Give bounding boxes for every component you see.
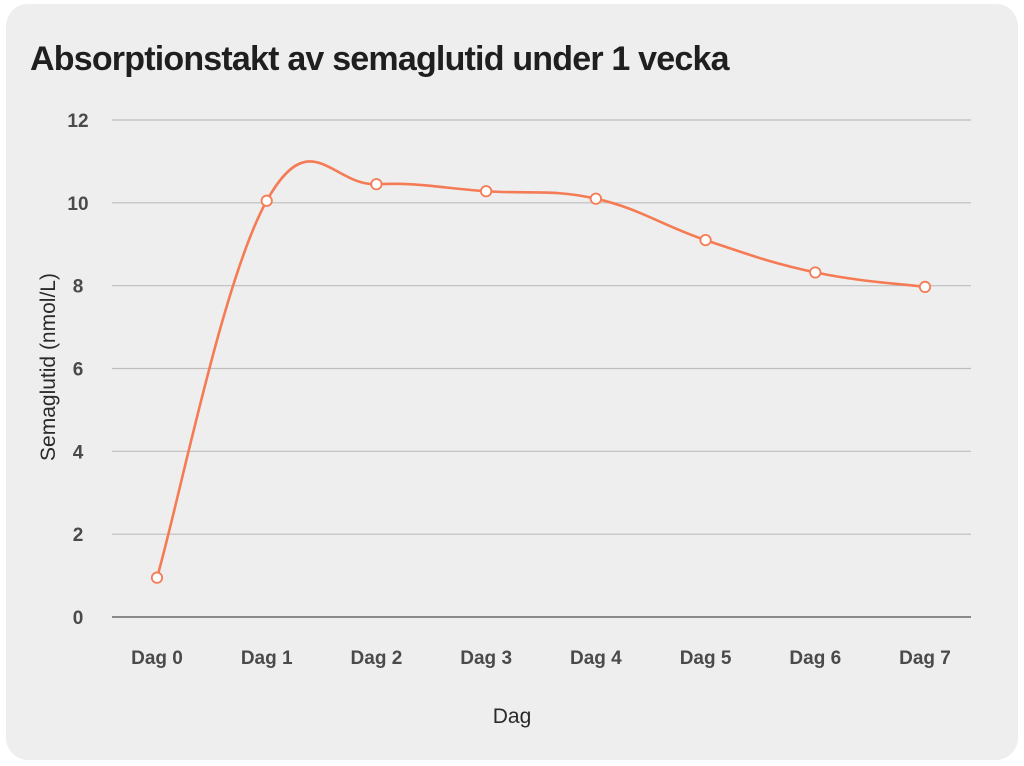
data-point[interactable]	[699, 234, 712, 247]
chart-title: Absorptionstakt av semaglutid under 1 ve…	[30, 40, 730, 78]
series-line	[155, 160, 927, 579]
y-tick-label: 0	[73, 608, 84, 629]
x-tick-label: Dag 5	[680, 648, 732, 669]
x-tick-label: Dag 3	[460, 648, 512, 669]
y-tick-label: 10	[67, 194, 88, 215]
y-axis-label: Semaglutid (nmol/L)	[37, 273, 60, 461]
x-axis-label: Dag	[493, 705, 532, 728]
x-tick-labels: Dag 0 Dag 1 Dag 2 Dag 3 Dag 4 Dag 5 Dag 6 Dag 7	[131, 648, 951, 669]
data-point[interactable]	[480, 185, 493, 198]
y-tick-label: 8	[73, 277, 84, 298]
data-point[interactable]	[918, 280, 932, 294]
data-point[interactable]	[260, 194, 273, 207]
x-tick-label: Dag 6	[789, 648, 841, 669]
y-tick-labels: 0 2 4 6 8 10 12	[67, 111, 88, 629]
data-point[interactable]	[150, 571, 164, 584]
series-layer	[150, 160, 932, 584]
y-tick-label: 2	[73, 525, 84, 546]
x-tick-label: Dag 0	[131, 648, 183, 669]
x-tick-label: Dag 2	[351, 648, 403, 669]
x-tick-label: Dag 1	[241, 648, 293, 669]
y-tick-label: 6	[73, 360, 84, 381]
data-point[interactable]	[370, 178, 383, 191]
y-tick-label: 4	[73, 442, 84, 463]
data-point[interactable]	[589, 192, 602, 205]
data-point[interactable]	[809, 266, 822, 279]
y-tick-label: 12	[67, 111, 88, 132]
gridlines	[112, 119, 971, 618]
x-tick-label: Dag 4	[570, 648, 622, 669]
chart-card	[6, 4, 1018, 760]
x-tick-label: Dag 7	[899, 648, 951, 669]
